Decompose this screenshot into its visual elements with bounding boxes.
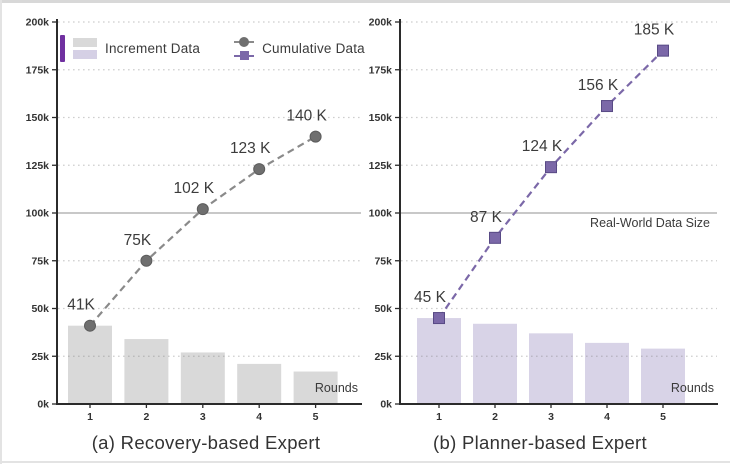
increment-swatch-gray — [73, 38, 97, 47]
y-tick-label: 175k — [369, 64, 393, 76]
x-tick-label: 1 — [87, 411, 93, 423]
circle-marker-icon — [239, 36, 250, 47]
square-marker — [489, 231, 501, 244]
x-tick-label: 5 — [660, 411, 666, 423]
x-tick-label: 2 — [492, 411, 498, 423]
circle-marker — [140, 254, 153, 267]
y-tick-label: 150k — [26, 112, 50, 124]
legend: Increment Data Cumulative Data — [60, 35, 365, 62]
y-tick-label: 100k — [26, 208, 50, 220]
y-tick-label: 0k — [380, 399, 392, 411]
screenshot-bottom-border — [0, 461, 730, 463]
x-tick-label: 4 — [604, 411, 610, 423]
circle-marker — [253, 163, 266, 176]
y-tick-label: 200k — [26, 17, 50, 29]
increment-bar — [529, 333, 573, 404]
caption-chart-b: (b) Planner-based Expert — [433, 432, 647, 453]
y-tick-label: 175k — [26, 64, 50, 76]
point-label: 140 K — [286, 108, 327, 125]
point-label: 185 K — [634, 22, 675, 39]
cumulative-line — [438, 49, 664, 319]
point-label: 87 K — [470, 209, 503, 226]
increment-bar — [641, 348, 685, 404]
reference-line-label: Real-World Data Size — [590, 216, 710, 230]
legend-cumulative-label: Cumulative Data — [262, 41, 365, 56]
point-label: 41K — [67, 297, 95, 314]
y-tick-label: 25k — [31, 351, 49, 363]
legend-square-marker-row — [234, 51, 255, 61]
increment-bar — [293, 371, 338, 404]
y-tick-label: 50k — [31, 303, 49, 315]
y-tick-label: 100k — [369, 208, 393, 220]
x-tick-label: 1 — [436, 411, 442, 423]
increment-swatch-purple — [73, 50, 97, 59]
point-label: 75K — [124, 232, 152, 249]
increment-bar — [180, 352, 225, 404]
screenshot-top-border — [0, 0, 730, 3]
circle-marker — [196, 203, 209, 216]
increment-bar — [417, 318, 461, 404]
chart-a: 41K 75K 102 K 123 K 140 K 0k 25k 50k 75k 100k 125k… — [26, 17, 362, 423]
y-tick-label: 0k — [37, 399, 49, 411]
increment-bar — [473, 323, 517, 404]
increment-bar — [124, 339, 169, 404]
screenshot-left-border — [0, 0, 2, 464]
increment-bar — [585, 342, 629, 404]
square-marker — [545, 161, 557, 174]
circle-marker — [84, 319, 96, 332]
point-label: 124 K — [522, 138, 563, 155]
point-label: 156 K — [578, 77, 619, 94]
xlabel-rounds-left: Rounds — [314, 381, 358, 395]
y-tick-label: 125k — [369, 160, 393, 172]
x-tick-label: 3 — [548, 411, 554, 423]
legend-circle-marker-row — [234, 36, 255, 47]
x-tick-label: 3 — [200, 411, 206, 423]
square-marker — [657, 44, 669, 57]
point-label: 102 K — [174, 180, 215, 197]
xlabel-rounds-right: Rounds — [670, 381, 714, 395]
y-tick-label: 75k — [31, 255, 49, 267]
x-tick-label: 5 — [313, 411, 319, 423]
increment-bar — [68, 325, 112, 404]
square-marker — [433, 312, 445, 325]
y-tick-label: 25k — [374, 351, 392, 363]
legend-increment-swatches — [73, 38, 97, 59]
legend-cumulative-markers — [234, 36, 255, 61]
point-label: 45 K — [414, 289, 447, 306]
caption-chart-a: (a) Recovery-based Expert — [91, 432, 321, 453]
x-tick-label: 2 — [143, 411, 149, 423]
point-label: 123 K — [230, 140, 271, 157]
y-tick-label: 50k — [374, 303, 392, 315]
increment-bar — [237, 363, 282, 404]
legend-increment-label: Increment Data — [105, 41, 201, 56]
y-tick-label: 125k — [26, 160, 50, 172]
square-marker — [601, 100, 613, 113]
y-tick-label: 200k — [369, 17, 393, 29]
circle-marker — [309, 130, 322, 143]
y-tick-label: 75k — [374, 255, 392, 267]
y-tick-label: 150k — [369, 112, 393, 124]
square-marker-icon — [239, 51, 249, 60]
x-tick-label: 4 — [256, 411, 262, 423]
legend-accent-bar — [60, 35, 65, 62]
